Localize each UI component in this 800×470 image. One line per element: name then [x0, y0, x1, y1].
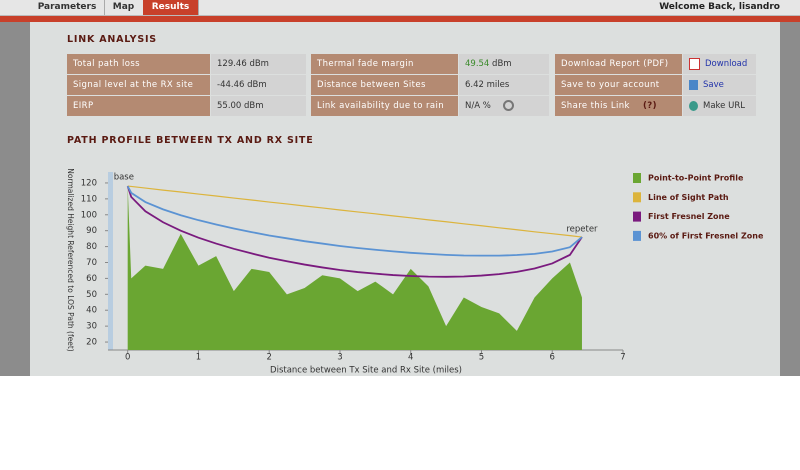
cell-label: Total path loss — [67, 54, 210, 74]
chart: Distance between Tx Site and Rx Site (mi… — [66, 168, 764, 376]
link[interactable]: Save — [703, 80, 724, 90]
y-tick-label: 120 — [81, 178, 97, 188]
x-tick-label: 7 — [620, 353, 625, 363]
x-axis-label: Distance between Tx Site and Rx Site (mi… — [270, 366, 462, 376]
section-title: PATH PROFILE BETWEEN TX AND RX SITE — [67, 135, 314, 146]
x-tick-label: 3 — [337, 353, 342, 363]
tab[interactable]: Parameters — [30, 0, 105, 15]
cell-value: 49.54 dBm — [459, 54, 549, 74]
y-tick-label: 90 — [86, 226, 97, 236]
cell-label: Signal level at the RX site — [67, 75, 210, 95]
cell-label: EIRP — [67, 96, 210, 116]
legend-label: First Fresnel Zone — [648, 212, 730, 221]
legend-swatch — [633, 211, 641, 222]
y-axis-label: Normalized Height Referenced to LOS Path… — [66, 168, 75, 351]
y-tick-label: 30 — [86, 322, 97, 332]
series-line — [126, 185, 583, 278]
legend-label: Line of Sight Path — [648, 193, 729, 202]
x-tick-label: 2 — [266, 353, 271, 363]
red-band — [0, 16, 800, 22]
annotation: repeter — [566, 225, 598, 235]
annotation: base — [114, 173, 134, 183]
unit: dBm — [492, 59, 512, 69]
y-tick-label: 70 — [86, 258, 97, 268]
value: -44.46 dBm — [217, 80, 267, 90]
icon[interactable] — [689, 79, 698, 90]
y-tick-label: 20 — [86, 338, 97, 348]
cell-value: Make URL — [683, 96, 756, 116]
tab[interactable]: Map — [104, 0, 144, 15]
top-bar — [0, 0, 800, 16]
value: 129.46 dBm — [217, 59, 269, 69]
x-tick-label: 6 — [550, 353, 555, 363]
y-tick-label: 110 — [81, 194, 97, 204]
cell-value: Save — [683, 75, 756, 95]
value: 55.00 dBm — [217, 101, 264, 111]
cell-label: Save to your account — [555, 75, 682, 95]
cell-label: Thermal fade margin — [311, 54, 458, 74]
legend-label: Point-to-Point Profile — [648, 174, 744, 183]
x-tick-label: 4 — [408, 353, 413, 363]
link[interactable]: Download — [705, 59, 748, 69]
welcome: Welcome Back, lisandro — [659, 2, 780, 12]
cell-label: Distance between Sites — [311, 75, 458, 95]
help-link[interactable]: (?) — [643, 101, 657, 111]
cell-value: -44.46 dBm — [211, 75, 306, 95]
y-tick-label: 80 — [86, 242, 97, 252]
legend-swatch — [633, 173, 641, 183]
cell-label: Download Report (PDF) — [555, 54, 682, 74]
tab[interactable]: Results — [143, 0, 199, 15]
y-tick-label: 100 — [81, 210, 97, 220]
x-tick-label: 0 — [125, 353, 130, 363]
value: 49.54 — [465, 59, 490, 69]
x-tick-label: 5 — [479, 353, 484, 363]
value: N/A % — [465, 101, 491, 111]
cell-label: Link availability due to rain — [311, 96, 458, 116]
magnifier[interactable] — [502, 100, 514, 111]
x-tick-label: 1 — [196, 353, 201, 363]
legend-swatch — [633, 192, 641, 203]
series-line — [127, 185, 583, 238]
icon[interactable] — [689, 100, 698, 111]
cell-value: 55.00 dBm — [211, 96, 306, 116]
y-tick-label: 40 — [86, 306, 97, 316]
axis-pole — [108, 172, 113, 350]
cell-value: 6.42 miles — [459, 75, 549, 95]
cell-value: Download — [683, 54, 756, 74]
tab-bar: Parameters Map Results — [30, 0, 200, 15]
icon[interactable] — [689, 57, 700, 70]
cell-value: N/A % — [459, 96, 549, 116]
cell-value: 129.46 dBm — [211, 54, 306, 74]
terrain-area — [127, 186, 582, 350]
series-line — [126, 185, 583, 257]
y-tick-label: 50 — [86, 290, 97, 300]
legend-swatch — [633, 230, 641, 241]
value: 6.42 miles — [465, 80, 510, 90]
cell-label: Share this Link (?) — [555, 96, 682, 116]
section-title: LINK ANALYSIS — [67, 34, 157, 45]
legend-label: 60% of First Fresnel Zone — [648, 231, 764, 240]
y-tick-label: 60 — [86, 274, 97, 284]
make-url[interactable]: Make URL — [703, 101, 745, 111]
